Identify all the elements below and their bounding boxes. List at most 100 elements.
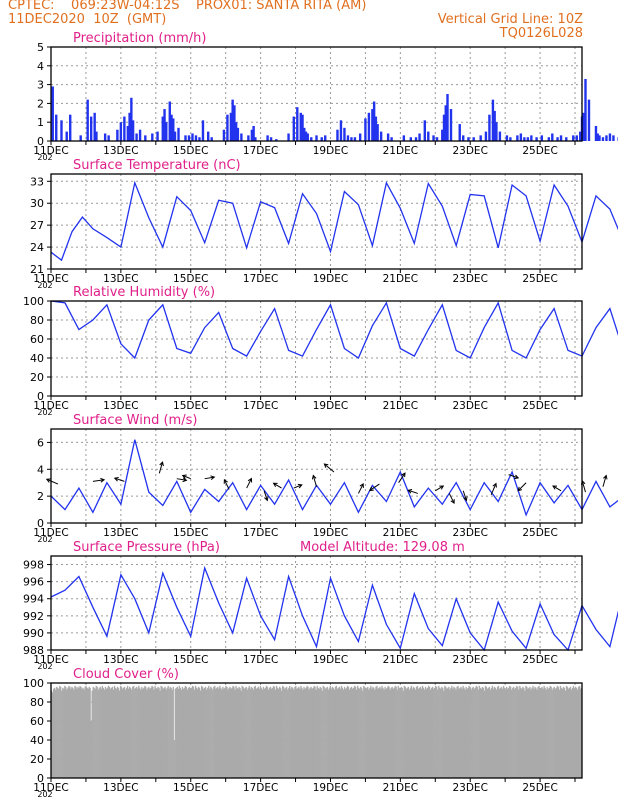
cloud-bar <box>412 686 415 778</box>
cloud-bar <box>365 688 367 778</box>
precip-bar <box>93 112 96 141</box>
cloud-bar <box>169 686 171 778</box>
wind-arrow <box>181 474 191 480</box>
cloud-bar <box>424 686 427 778</box>
cloud-bar <box>405 688 407 778</box>
cloud-bar <box>269 686 272 778</box>
precip-bar <box>269 137 273 141</box>
x-tick-label: 25DEC <box>522 527 557 539</box>
cloud-bar <box>485 686 488 778</box>
cloud-bar <box>348 689 351 778</box>
cloud-bar <box>385 688 387 778</box>
wind-arrow <box>272 482 282 489</box>
cloud-bar <box>177 688 179 778</box>
year-fragment: 202 <box>37 153 52 162</box>
cloud-bar <box>154 685 156 778</box>
cloud-bar <box>450 687 452 778</box>
cloud-bar <box>533 688 535 778</box>
cloud-bar <box>336 688 339 778</box>
cloud-bar <box>78 687 80 778</box>
cloud-bar <box>114 687 117 778</box>
cloud-bar <box>448 686 450 778</box>
precip-bar <box>409 137 413 141</box>
y-tick-label: 100 <box>23 677 44 690</box>
wind-arrow <box>92 477 106 483</box>
precip-bar <box>472 137 475 141</box>
header-model-id: TQ0126L028 <box>499 26 583 41</box>
wind-arrow <box>158 461 164 474</box>
y-tick-label: 0 <box>37 517 44 530</box>
precip-bar <box>535 137 538 141</box>
precip-bar <box>144 135 147 141</box>
precip-bar <box>173 131 177 141</box>
cloud-bar <box>335 685 338 778</box>
cloud-bar <box>577 686 580 778</box>
cloud-bar <box>207 687 209 778</box>
cloud-bar <box>89 687 91 778</box>
cloud-bar <box>57 687 59 778</box>
cloud-bar <box>444 685 446 778</box>
series-line <box>50 439 618 517</box>
x-tick-label: 17DEC <box>243 273 278 285</box>
cloud-bar <box>93 687 95 778</box>
cloud-bar <box>237 688 239 778</box>
cloud-bar <box>565 685 568 778</box>
precip-bar <box>435 137 439 141</box>
cloud-bar <box>548 687 550 778</box>
cloud-bar <box>457 685 459 778</box>
cloud-bar <box>428 686 431 778</box>
cloud-bar <box>402 690 404 778</box>
cloud-bar <box>255 688 258 778</box>
cloud-bar <box>353 685 356 778</box>
cloud-bar <box>463 687 465 778</box>
precip-bar <box>55 114 58 141</box>
precip-bar <box>572 135 575 141</box>
cloud-bar <box>252 689 254 778</box>
cloud-bar <box>356 689 358 778</box>
cloud-bar <box>571 687 574 778</box>
precip-bar <box>163 109 166 141</box>
x-tick-label: 11DEC <box>33 654 68 666</box>
precip-bar <box>266 135 269 141</box>
cloud-bar <box>81 688 83 778</box>
cloud-bar <box>398 687 400 778</box>
cloud-bar <box>406 687 409 778</box>
cloud-bar <box>477 689 479 778</box>
precip-bar <box>372 101 376 141</box>
precip-bar <box>358 133 362 141</box>
precip-bar <box>292 116 295 141</box>
cloud-bar <box>240 690 242 778</box>
cloud-bar <box>389 689 391 778</box>
cloud-bar <box>118 690 121 778</box>
cloud-bar <box>328 687 330 778</box>
cloud-bar <box>173 740 175 778</box>
cloud-bar <box>502 685 505 778</box>
precip-bar <box>458 124 461 141</box>
x-tick-label: 23DEC <box>452 145 487 157</box>
cloud-bar <box>369 687 371 778</box>
wind-arrow <box>368 483 380 492</box>
cloud-bar <box>501 688 504 778</box>
cloud-bar <box>159 690 161 778</box>
cloud-bar <box>134 688 136 778</box>
cloud-bar <box>384 686 386 778</box>
cloud-bar <box>186 689 189 778</box>
cloud-bar <box>72 687 74 778</box>
cloud-bar <box>284 688 286 778</box>
cloud-bar <box>342 689 345 778</box>
cloud-bar <box>67 687 69 778</box>
y-tick-label: 988 <box>23 644 44 657</box>
cloud-bar <box>312 687 314 778</box>
cloud-bar <box>192 686 195 778</box>
cloud-bar <box>191 685 194 778</box>
cloud-bar <box>400 686 402 778</box>
cloud-bar <box>166 687 168 778</box>
precip-bar <box>236 127 240 141</box>
precip-bar <box>103 133 107 141</box>
cloud-bar <box>253 686 255 778</box>
cloud-bar <box>319 686 321 778</box>
cloud-bar <box>68 685 70 778</box>
precip-bar <box>559 135 563 141</box>
cloud-bar <box>304 688 306 778</box>
